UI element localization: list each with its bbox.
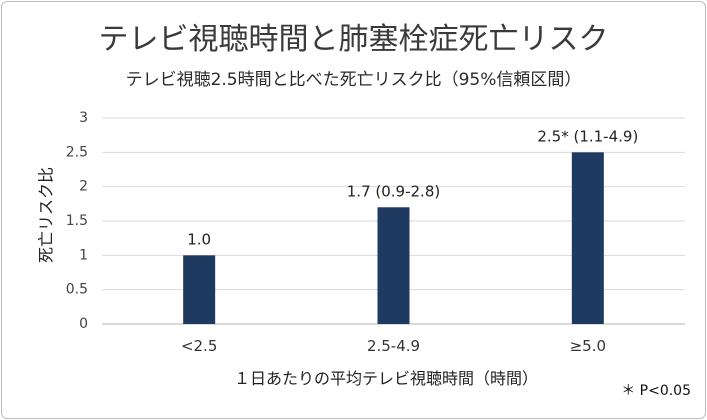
x-tick-label: <2.5 (181, 337, 217, 355)
x-tick-label: ≥5.0 (570, 337, 606, 355)
y-tick-labels: 0 0.5 1 1.5 2 2.5 3 (66, 110, 88, 332)
y-tick-label: 2.5 (66, 144, 88, 160)
bar (183, 255, 216, 324)
data-label: 1.0 (187, 230, 211, 248)
significance-footnote: ＊ P<0.05 (621, 383, 691, 399)
x-tick-label: 2.5-4.9 (367, 337, 420, 355)
y-tick-label: 0.5 (66, 282, 88, 298)
data-label: 2.5* (1.1-4.9) (537, 127, 638, 145)
y-tick-label: 1 (79, 247, 88, 263)
y-axis-label: 死亡リスク比 (37, 167, 56, 263)
x-axis-label: １日あたりの平均テレビ視聴時間（時間） (234, 369, 538, 388)
y-tick-label: 2 (79, 179, 88, 195)
bar (377, 207, 410, 324)
y-tick-label: 1.5 (66, 213, 88, 229)
data-label: 1.7 (0.9-2.8) (347, 182, 440, 200)
data-labels: 1.0 1.7 (0.9-2.8) 2.5* (1.1-4.9) (187, 127, 638, 248)
chart-title: テレビ視聴時間と肺塞栓症死亡リスク (98, 22, 609, 57)
y-tick-label: 0 (79, 316, 88, 332)
bar (571, 152, 604, 324)
chart-subtitle: テレビ視聴2.5時間と比べた死亡リスク比（95%信頼区間） (125, 70, 582, 90)
x-tick-labels: <2.5 2.5-4.9 ≥5.0 (181, 337, 606, 355)
y-tick-label: 3 (79, 110, 88, 126)
bars (183, 152, 604, 324)
